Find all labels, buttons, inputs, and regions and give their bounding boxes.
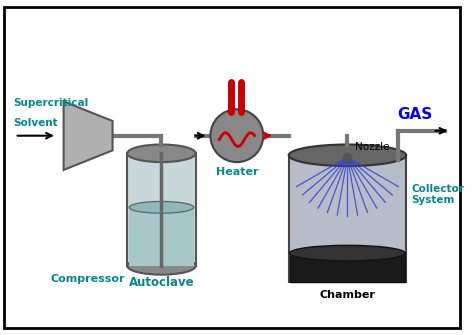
Text: Supercritical: Supercritical — [14, 98, 89, 108]
Polygon shape — [64, 102, 112, 170]
Text: Heater: Heater — [216, 167, 258, 177]
Bar — [127, 153, 196, 266]
Text: Solvent: Solvent — [14, 118, 58, 128]
Ellipse shape — [290, 245, 405, 261]
Text: Autoclave: Autoclave — [128, 276, 194, 289]
Ellipse shape — [289, 144, 406, 166]
Circle shape — [210, 109, 263, 162]
Text: GAS: GAS — [397, 107, 433, 122]
Text: Collector
System: Collector System — [411, 184, 464, 205]
Ellipse shape — [127, 144, 196, 162]
Text: Compressor: Compressor — [51, 274, 125, 284]
Bar — [129, 207, 194, 266]
Bar — [289, 155, 406, 282]
Ellipse shape — [129, 201, 194, 213]
Ellipse shape — [127, 257, 196, 275]
Text: Nozzle: Nozzle — [355, 142, 390, 152]
Bar — [290, 253, 405, 282]
Text: Chamber: Chamber — [319, 290, 375, 300]
